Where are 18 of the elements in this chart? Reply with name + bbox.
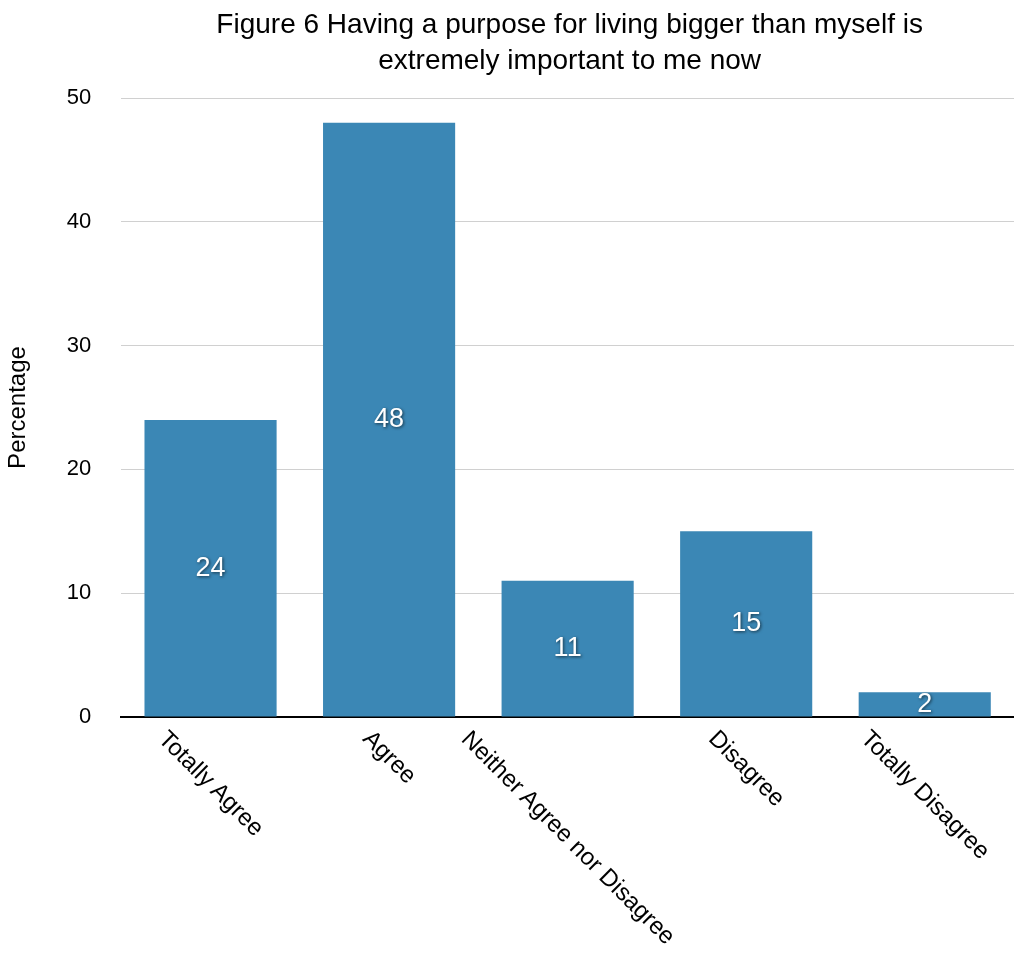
bar xyxy=(858,692,991,717)
y-tick-label: 50 xyxy=(66,84,92,110)
data-label: 15 xyxy=(731,607,762,638)
y-tick-label: 20 xyxy=(66,455,92,481)
data-label: 48 xyxy=(374,403,405,434)
bar xyxy=(680,531,813,717)
y-tick-label: 0 xyxy=(79,703,92,729)
chart-title: Figure 6 Having a purpose for living bigger than myself is extremely important to me now xyxy=(216,7,923,75)
bar xyxy=(323,122,456,717)
data-label: 24 xyxy=(195,551,226,582)
y-tick-label: 30 xyxy=(66,331,92,357)
y-axis-title: Percentage xyxy=(3,346,31,469)
data-label: 11 xyxy=(553,632,582,663)
bar xyxy=(144,419,277,717)
bar xyxy=(501,580,634,717)
data-label: 2 xyxy=(917,687,933,718)
y-tick-label: 10 xyxy=(66,579,92,605)
y-tick-label: 40 xyxy=(66,207,92,233)
